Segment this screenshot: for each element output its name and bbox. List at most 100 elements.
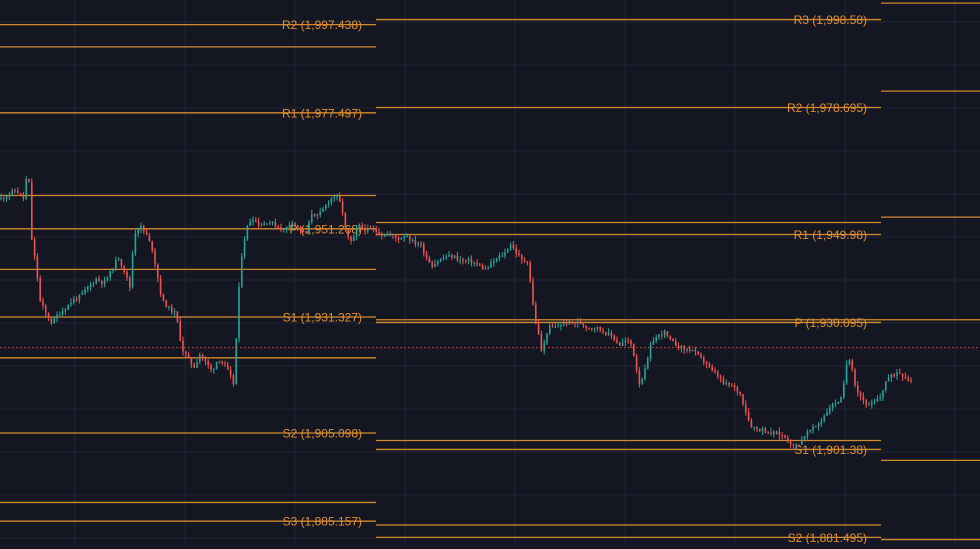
candle-body — [193, 363, 195, 368]
candle-body — [196, 362, 198, 368]
candle-body — [885, 381, 887, 391]
candle-body — [585, 325, 587, 328]
candle-body — [887, 378, 890, 382]
candle-body — [319, 211, 321, 215]
candle-body — [246, 225, 249, 240]
candle-body — [56, 314, 58, 319]
candle-body — [269, 222, 271, 224]
candle-body — [67, 304, 69, 310]
candle-body — [711, 366, 713, 371]
candle-body — [176, 311, 179, 322]
candle-body — [725, 383, 727, 385]
candle-body — [148, 234, 151, 241]
candle-body — [120, 259, 123, 266]
candle-body — [599, 326, 601, 331]
candle-body — [649, 344, 652, 359]
candle-body — [263, 223, 265, 226]
candle-body — [462, 259, 464, 261]
candle-body — [414, 240, 417, 245]
candle-body — [652, 340, 655, 345]
candle-body — [512, 244, 515, 249]
candle-body — [325, 204, 327, 209]
candle-body — [378, 231, 380, 235]
candle-body — [182, 340, 184, 352]
candle-body — [299, 226, 302, 232]
pivot-label: S3 (1,885.157) — [283, 515, 362, 529]
candle-body — [0, 197, 2, 200]
candle-body — [403, 236, 405, 238]
candle-body — [70, 302, 72, 305]
candle-body — [112, 269, 114, 271]
pivot-label: S2 (1,905.098) — [283, 426, 362, 440]
candle-body — [199, 354, 201, 363]
candle-body — [677, 346, 680, 349]
candle-body — [73, 299, 75, 303]
candle-body — [904, 376, 907, 379]
candle-body — [103, 280, 106, 284]
candle-body — [42, 300, 44, 306]
candle-body — [313, 213, 316, 216]
candle-body — [465, 260, 467, 262]
candle-body — [876, 398, 879, 402]
candle-body — [434, 263, 436, 267]
candle-body — [207, 360, 209, 366]
candle-body — [280, 227, 282, 230]
candle-body — [812, 426, 814, 431]
candle-body — [577, 321, 579, 324]
candle-body — [479, 264, 481, 266]
candle-body — [154, 250, 156, 265]
candle-body — [507, 249, 509, 253]
candle-body — [543, 343, 545, 351]
candle-body — [411, 240, 414, 242]
candle-body — [327, 202, 330, 205]
candle-body — [521, 255, 523, 260]
candle-body — [109, 270, 111, 278]
candle-body — [367, 228, 369, 232]
candle-body — [582, 323, 585, 326]
candle-body — [518, 253, 520, 256]
candle-body — [549, 325, 551, 334]
candle-body — [761, 428, 764, 431]
candle-body — [456, 255, 459, 260]
candle-body — [14, 190, 16, 192]
candle-body — [50, 318, 53, 324]
candle-body — [753, 427, 755, 429]
candle-body — [291, 223, 293, 225]
candle-body — [484, 268, 487, 270]
candle-body — [168, 306, 170, 308]
candle-body — [238, 286, 240, 339]
candle-body — [423, 244, 425, 254]
candle-body — [697, 351, 699, 355]
candle-body — [75, 299, 78, 301]
candle-body — [868, 404, 870, 406]
candle-body — [439, 259, 442, 262]
candle-body — [574, 322, 576, 324]
candle-body — [294, 223, 296, 225]
candle-body — [187, 354, 190, 358]
candle-body — [8, 194, 11, 197]
pivot-label: S2 (1,881.495) — [788, 531, 867, 544]
candle-body — [571, 321, 573, 323]
candle-body — [784, 435, 786, 438]
candle-body — [733, 385, 736, 388]
candle-body — [854, 369, 856, 386]
pivot-label: P (1,951.268) — [290, 222, 363, 236]
candle-body — [845, 364, 848, 384]
candle-body — [476, 263, 478, 265]
candle-body — [750, 420, 753, 428]
candle-body — [473, 263, 475, 265]
candle-body — [47, 313, 50, 319]
candle-body — [739, 391, 741, 395]
candle-body — [33, 239, 36, 257]
candle-body — [882, 390, 884, 398]
candle-body — [232, 375, 235, 385]
candle-body — [448, 255, 450, 257]
candle-body — [409, 236, 411, 241]
candle-body — [145, 231, 148, 235]
pivot-label: S1 (1,901.38) — [794, 443, 867, 457]
candle-body — [288, 224, 291, 227]
